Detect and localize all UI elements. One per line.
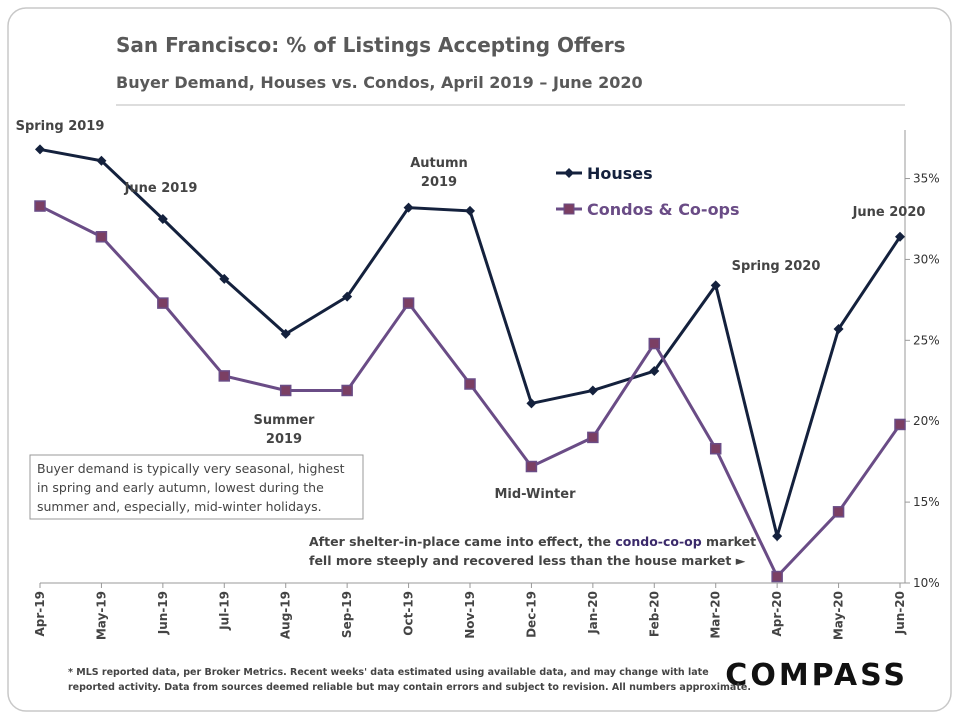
marker xyxy=(35,144,45,155)
note: After shelter-in-place came into effect,… xyxy=(309,534,756,549)
x-tick-label: May-19 xyxy=(94,591,108,640)
footnote: reported activity. Data from sources dee… xyxy=(68,682,751,693)
marker xyxy=(464,378,476,390)
note-part: fell more steeply and recovered less tha… xyxy=(309,553,746,568)
marker xyxy=(157,213,168,224)
annotation: 2019 xyxy=(421,175,457,190)
marker xyxy=(648,337,661,350)
y-tick-label: 35% xyxy=(913,172,940,186)
annotation: Autumn xyxy=(410,156,468,171)
x-tick-label: Dec-19 xyxy=(524,591,538,638)
annotation: Mid-Winter xyxy=(494,487,576,502)
marker xyxy=(219,273,230,284)
x-tick-label: Jul-19 xyxy=(217,591,231,631)
marker xyxy=(832,506,845,518)
box-text: in spring and early autumn, lowest durin… xyxy=(37,480,324,495)
marker xyxy=(525,460,538,473)
marker xyxy=(526,398,537,409)
marker xyxy=(833,323,844,334)
y-tick-label: 25% xyxy=(913,333,940,347)
marker xyxy=(771,570,783,583)
note: fell more steeply and recovered less tha… xyxy=(309,553,746,568)
annotation: Spring 2020 xyxy=(732,259,821,274)
marker xyxy=(587,385,598,396)
marker xyxy=(279,384,292,397)
brand-logo: COMPASS xyxy=(725,658,908,693)
chart-title: San Francisco: % of Listings Accepting O… xyxy=(116,33,626,57)
box-text: Buyer demand is typically very seasonal,… xyxy=(37,461,345,476)
footnote: * MLS reported data, per Broker Metrics.… xyxy=(68,667,709,678)
chart-subtitle: Buyer Demand, Houses vs. Condos, April 2… xyxy=(116,73,643,92)
x-tick-label: Jun-20 xyxy=(893,591,907,635)
legend-marker xyxy=(564,168,574,178)
marker xyxy=(709,442,722,455)
annotation: June 2019 xyxy=(124,181,198,196)
marker xyxy=(649,366,660,377)
y-tick-label: 15% xyxy=(913,495,940,509)
marker xyxy=(402,297,415,309)
marker xyxy=(465,205,475,216)
marker xyxy=(157,297,169,309)
marker xyxy=(280,328,291,339)
marker xyxy=(342,291,353,302)
y-tick-label: 10% xyxy=(913,576,940,590)
marker xyxy=(895,231,905,242)
annotation: Summer xyxy=(254,413,316,428)
note-part: After shelter-in-place came into effect,… xyxy=(309,534,615,549)
x-tick-label: Nov-19 xyxy=(463,591,477,639)
annotation: Spring 2019 xyxy=(16,119,105,134)
legend-label: Houses xyxy=(587,164,653,183)
x-tick-label: Aug-19 xyxy=(279,591,293,639)
annotation: 2019 xyxy=(266,432,302,447)
marker xyxy=(218,370,231,382)
marker xyxy=(710,280,721,291)
y-tick-label: 20% xyxy=(913,414,940,428)
note-part: condo-co-op xyxy=(615,534,701,549)
note-part: market xyxy=(702,534,756,549)
text-box xyxy=(29,454,364,520)
marker xyxy=(34,200,46,212)
x-tick-label: Apr-20 xyxy=(770,591,784,636)
x-tick-label: Oct-19 xyxy=(402,591,416,636)
marker xyxy=(96,155,107,166)
x-tick-label: May-20 xyxy=(832,591,846,640)
marker xyxy=(403,202,414,213)
marker xyxy=(95,231,108,243)
marker xyxy=(772,531,783,542)
x-tick-label: Sep-19 xyxy=(340,591,354,638)
x-tick-label: Feb-20 xyxy=(647,591,661,637)
x-tick-label: Mar-20 xyxy=(709,591,723,639)
box-text: summer and, especially, mid-winter holid… xyxy=(37,499,322,514)
legend-label: Condos & Co-ops xyxy=(587,200,740,219)
marker xyxy=(341,384,353,397)
legend-marker xyxy=(563,203,575,215)
annotation: June 2020 xyxy=(852,205,926,220)
x-tick-label: Jun-19 xyxy=(156,591,170,635)
marker xyxy=(894,418,906,431)
marker xyxy=(587,431,599,444)
x-tick-label: Apr-19 xyxy=(33,591,47,636)
y-tick-label: 30% xyxy=(913,252,940,266)
x-tick-label: Jan-20 xyxy=(586,591,600,635)
frame xyxy=(7,7,952,712)
